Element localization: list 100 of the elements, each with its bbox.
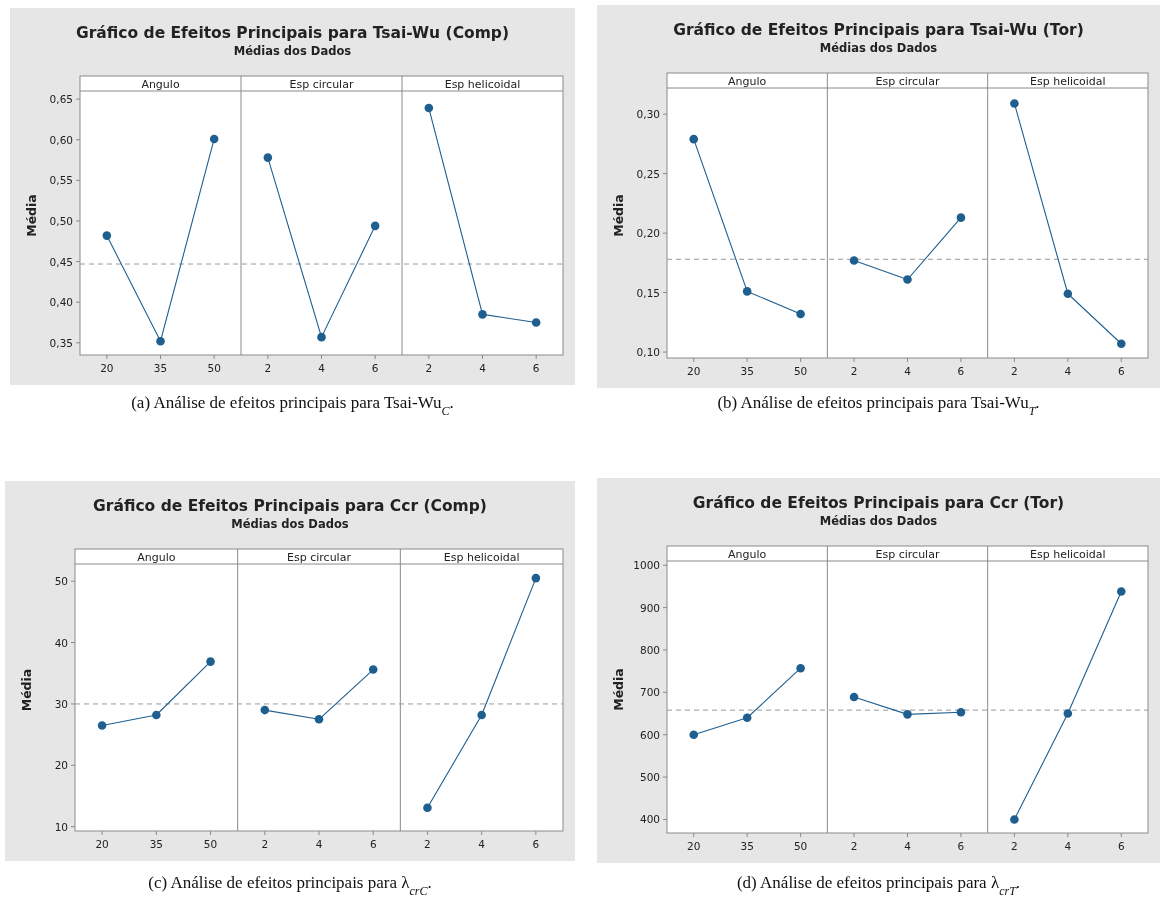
point bbox=[742, 287, 752, 296]
point bbox=[152, 710, 161, 720]
point bbox=[424, 103, 434, 113]
y-tick-label: 900 bbox=[639, 601, 660, 614]
point bbox=[1063, 289, 1073, 299]
point bbox=[796, 309, 805, 319]
point bbox=[956, 213, 966, 222]
point bbox=[1116, 587, 1126, 596]
x-tick-label: 6 bbox=[1117, 840, 1125, 852]
x-tick-label: 20 bbox=[95, 838, 109, 850]
text: Angulo bbox=[137, 551, 176, 564]
x-tick-label: 4 bbox=[478, 838, 486, 850]
y-tick-label: 0,55 bbox=[49, 174, 73, 187]
y-tick-label: 0,45 bbox=[49, 255, 73, 268]
point bbox=[209, 134, 219, 144]
text: (b) Análise de efeitos principais para Tsai-Wu$_{T}$. bbox=[717, 393, 1040, 418]
y-tick-label: 0,35 bbox=[49, 336, 73, 349]
point bbox=[1116, 339, 1126, 349]
y-tick-label: 700 bbox=[639, 686, 660, 699]
annotation: Angulo bbox=[141, 78, 180, 91]
y-tick-label: 20 bbox=[54, 759, 68, 772]
annotation: Esp circular bbox=[289, 78, 354, 91]
y-tick-label: 0,40 bbox=[49, 296, 73, 309]
point bbox=[317, 332, 326, 342]
y-tick-label: 0,20 bbox=[636, 227, 660, 240]
x-tick-label: 2 bbox=[424, 838, 431, 850]
y-tick-label: 0,30 bbox=[636, 108, 660, 121]
annotation: Esp helicoidal bbox=[444, 78, 521, 91]
chart-subtitle: Médias dos Dados bbox=[819, 41, 938, 55]
x-tick-label: 35 bbox=[740, 365, 754, 377]
x-tick-label: 20 bbox=[100, 362, 114, 374]
x-tick-label: 35 bbox=[153, 362, 168, 374]
x-tick-label: 2 bbox=[264, 362, 272, 374]
point bbox=[260, 705, 270, 715]
x-tick-label: 6 bbox=[369, 838, 377, 850]
point bbox=[849, 256, 859, 265]
point bbox=[689, 730, 699, 740]
x-tick-label: 35 bbox=[740, 840, 754, 852]
point bbox=[314, 714, 324, 724]
point bbox=[477, 710, 486, 720]
chart-title: Gráfico de Efeitos Principais para Ccr (Comp) bbox=[93, 497, 487, 515]
y-axis-title: Média bbox=[611, 194, 626, 237]
point bbox=[903, 275, 912, 284]
y-tick-label: 800 bbox=[639, 643, 660, 656]
text: Angulo bbox=[728, 75, 767, 88]
x-tick-label: 4 bbox=[315, 838, 323, 850]
text: Esp circular bbox=[875, 75, 940, 88]
x-tick-label: 4 bbox=[318, 362, 326, 374]
x-tick-label: 6 bbox=[532, 362, 540, 374]
text: Esp helicoidal bbox=[1030, 75, 1106, 88]
x-tick-label: 2 bbox=[425, 362, 433, 374]
point bbox=[206, 657, 215, 666]
point bbox=[956, 707, 966, 717]
point bbox=[368, 665, 378, 674]
x-tick-label: 50 bbox=[207, 362, 221, 374]
point bbox=[97, 721, 107, 730]
x-tick-label: 2 bbox=[850, 365, 858, 377]
chart-subtitle: Médias dos Dados bbox=[819, 514, 938, 528]
y-tick-label: 40 bbox=[54, 636, 68, 649]
x-tick-label: 6 bbox=[957, 840, 965, 852]
y-tick-label: 600 bbox=[639, 728, 660, 741]
x-tick-label: 6 bbox=[532, 838, 540, 850]
point bbox=[742, 713, 752, 723]
y-tick-label: 0,65 bbox=[49, 93, 73, 106]
text: (c) Análise de efeitos principais para λ$_{crC}$. bbox=[148, 873, 432, 898]
y-tick-label: 0,15 bbox=[636, 286, 660, 299]
point bbox=[1063, 709, 1073, 718]
x-tick-label: 35 bbox=[149, 838, 164, 850]
chart-title: Gráfico de Efeitos Principais para Ccr (Tor) bbox=[692, 494, 1065, 512]
y-axis-title: Média bbox=[24, 194, 39, 237]
y-tick-label: 0,25 bbox=[636, 167, 660, 180]
x-tick-label: 6 bbox=[957, 365, 965, 377]
y-tick-label: 400 bbox=[639, 813, 660, 826]
text: Esp helicoidal bbox=[1030, 548, 1106, 561]
point bbox=[689, 134, 699, 144]
x-tick-label: 4 bbox=[904, 840, 912, 852]
chart-title: Gráfico de Efeitos Principais para Tsai-Wu (Tor) bbox=[673, 21, 1084, 39]
x-tick-label: 6 bbox=[371, 362, 379, 374]
chart-subtitle: Médias dos Dados bbox=[233, 44, 352, 58]
point bbox=[1010, 815, 1019, 824]
point bbox=[903, 710, 912, 719]
x-tick-label: 4 bbox=[479, 362, 487, 374]
point bbox=[263, 153, 273, 162]
y-tick-label: 500 bbox=[639, 771, 660, 784]
y-axis-title: Média bbox=[611, 668, 626, 711]
point bbox=[531, 318, 541, 327]
x-tick-label: 4 bbox=[904, 365, 912, 377]
text: Esp circular bbox=[287, 551, 352, 564]
text: Angulo bbox=[728, 548, 767, 561]
x-tick-label: 2 bbox=[261, 838, 269, 850]
x-tick-label: 6 bbox=[1117, 365, 1125, 377]
point bbox=[156, 336, 165, 346]
point bbox=[478, 310, 487, 319]
point bbox=[849, 692, 859, 702]
x-tick-label: 20 bbox=[687, 840, 701, 852]
y-tick-label: 0,10 bbox=[636, 346, 660, 359]
point bbox=[102, 231, 112, 240]
chart-subtitle: Médias dos Dados bbox=[231, 517, 349, 531]
point bbox=[531, 573, 541, 583]
text: (d) Análise de efeitos principais para λ$_{crT}$. bbox=[736, 873, 1021, 898]
